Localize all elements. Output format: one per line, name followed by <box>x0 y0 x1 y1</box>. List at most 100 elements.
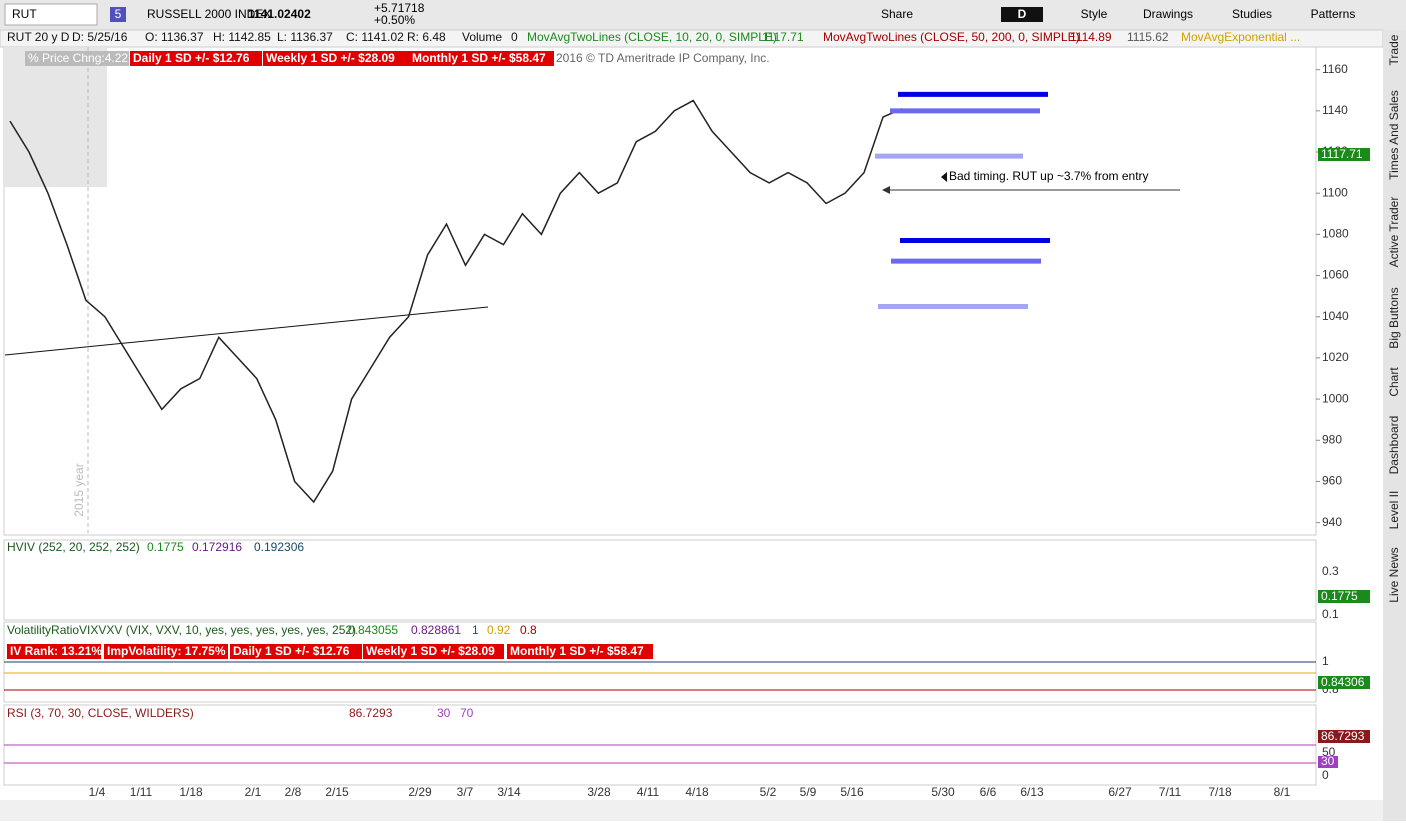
y-tick-label: 1100 <box>1322 185 1348 199</box>
info-item: 1117.71 <box>762 30 804 44</box>
x-tick-label: 6/6 <box>980 785 997 799</box>
symbol-box[interactable] <box>4 3 98 26</box>
x-tick-label: 6/13 <box>1020 785 1044 799</box>
panel-header: 0.172916 <box>192 540 242 554</box>
price: 1141.02402 <box>248 7 311 21</box>
value-box-text: 0.84306 <box>1321 675 1365 689</box>
badge-bg <box>25 51 129 66</box>
sd-badge: Daily 1 SD +/- $12.76 <box>133 51 250 65</box>
info-item: MovAvgExponential ... <box>1181 30 1300 44</box>
price-line <box>9 99 903 504</box>
sidebar-tab[interactable]: Trade <box>1387 34 1401 65</box>
copyright: 2016 © TD Ameritrade IP Company, Inc. <box>556 51 770 65</box>
badge: 5 <box>115 7 122 21</box>
panel-badge: IV Rank: 13.21% <box>10 644 102 658</box>
change: +5.71718 <box>374 1 425 15</box>
y-tick-label: 1020 <box>1322 350 1349 364</box>
info-item: MovAvgTwoLines (CLOSE, 10, 20, 0, SIMPLE… <box>527 30 777 44</box>
info-item: 1115.62 <box>1127 30 1169 44</box>
panel-header: 30 <box>437 706 451 720</box>
x-tick-label: 3/14 <box>497 785 521 799</box>
sidebar-tab[interactable]: Active Trader <box>1387 197 1401 268</box>
panel-badge: Weekly 1 SD +/- $28.09 <box>366 644 495 658</box>
toolbar-bg <box>0 0 1406 30</box>
badge-bg <box>409 51 554 66</box>
panel-header: VolatilityRatioVIXVXV (VIX, VXV, 10, yes… <box>7 623 356 637</box>
trend-line <box>4 306 489 356</box>
x-tick-label: 6/27 <box>1108 785 1132 799</box>
x-tick-label: 7/11 <box>1159 785 1182 799</box>
value-box <box>1318 676 1370 689</box>
x-tick-label: 2/1 <box>245 785 262 799</box>
info-item: RUT 20 y D <box>7 30 70 44</box>
panel-header: 0.1775 <box>147 540 184 554</box>
info-item: 1114.89 <box>1070 30 1112 44</box>
value-box-text: 86.7293 <box>1321 729 1365 743</box>
panel-axis: 1 <box>1322 654 1329 668</box>
panel-header: 0.92 <box>487 623 511 637</box>
badge-bg <box>230 644 362 659</box>
year-shade <box>4 47 107 187</box>
button[interactable]: Studies <box>1232 7 1272 21</box>
sd-badge: Weekly 1 SD +/- $28.09 <box>266 51 395 65</box>
badge-bg <box>104 644 228 659</box>
x-tick-label: 5/30 <box>931 785 955 799</box>
x-tick-label: 4/11 <box>637 785 660 799</box>
badge-bg <box>7 644 101 659</box>
chart-area <box>3 46 1317 536</box>
x-tick-label: 1/18 <box>179 785 203 799</box>
info-item: MovAvgTwoLines (CLOSE, 50, 200, 0, SIMPL… <box>823 30 1080 44</box>
y-tick-label: 980 <box>1322 432 1342 446</box>
sidebar-tab[interactable]: Big Buttons <box>1387 287 1401 348</box>
button[interactable]: Drawings <box>1143 7 1193 21</box>
info-item: H: 1142.85 <box>213 30 271 44</box>
info-item: 0 <box>511 30 518 44</box>
panel-header: 1 <box>472 623 479 637</box>
value-box <box>1318 730 1370 743</box>
panel-header: 0.828861 <box>411 623 461 637</box>
panel-axis: 0.1 <box>1322 607 1339 621</box>
x-tick-label: 8/1 <box>1274 785 1291 799</box>
x-tick-label: 7/18 <box>1208 785 1232 799</box>
y-tick-label: 1160 <box>1322 62 1348 76</box>
panel-axis: 0.3 <box>1322 564 1339 578</box>
sd-badge: Monthly 1 SD +/- $58.47 <box>412 51 546 65</box>
annotation-marker <box>941 172 947 182</box>
button[interactable]: Share <box>881 7 913 21</box>
button[interactable]: Style <box>1081 7 1108 21</box>
timeframe-bg[interactable] <box>1001 7 1043 22</box>
panel-header: 86.7293 <box>349 706 393 720</box>
sidebar-tab[interactable]: Chart <box>1387 367 1401 397</box>
sd-badge: % Price Chng:4.22 <box>28 51 128 65</box>
x-tick-label: 3/28 <box>587 785 611 799</box>
panel-badge: ImpVolatility: 17.75% <box>107 644 226 658</box>
y-tick-label: 1060 <box>1322 268 1349 282</box>
panel-header: 0.843055 <box>348 623 398 637</box>
hviv-panel <box>3 539 1317 621</box>
symbol[interactable]: RUT <box>12 7 37 21</box>
badge-bg <box>507 644 653 659</box>
x-tick-label: 3/7 <box>457 785 474 799</box>
sidebar-bg <box>1383 30 1406 821</box>
badge-bg <box>263 51 411 66</box>
panel-header: 0.8 <box>520 623 537 637</box>
value-box-text: 30 <box>1321 754 1335 768</box>
sidebar-tab[interactable]: Live News <box>1387 547 1401 602</box>
info-item: C: 1141.02 <box>346 30 404 44</box>
x-tick-label: 2/15 <box>325 785 349 799</box>
bottom-bar <box>0 800 1383 821</box>
panel-badge: Monthly 1 SD +/- $58.47 <box>510 644 644 658</box>
index-name: RUSSELL 2000 INDEX <box>147 7 271 21</box>
value-box <box>1318 756 1338 768</box>
info-item: L: 1136.37 <box>277 30 333 44</box>
x-tick-label: 1/11 <box>130 785 153 799</box>
sidebar-tab[interactable]: Dashboard <box>1387 416 1401 475</box>
button[interactable]: Patterns <box>1311 7 1356 21</box>
panel-axis: 0 <box>1322 768 1329 782</box>
sidebar-tab[interactable]: Times And Sales <box>1387 90 1401 180</box>
button[interactable]: D <box>1018 7 1027 21</box>
price-label: 1117.71 <box>1321 147 1363 161</box>
sidebar-tab[interactable]: Level II <box>1387 491 1401 530</box>
